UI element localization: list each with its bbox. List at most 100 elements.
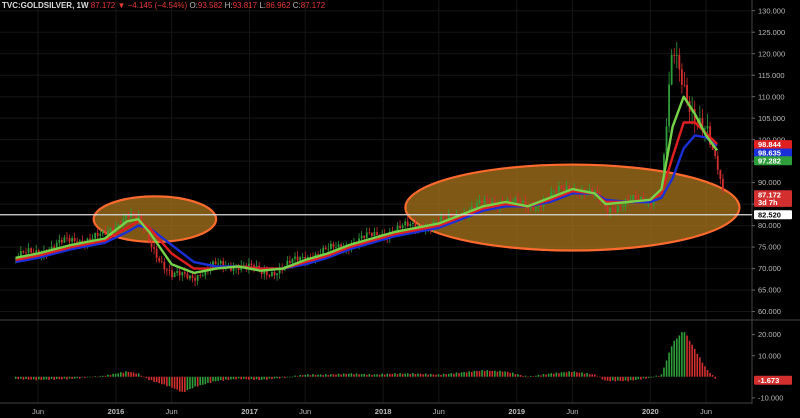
candle-body: [189, 275, 191, 279]
oscillator-bar: [399, 373, 401, 377]
oscillator-bar: [560, 372, 563, 377]
oscillator-bar: [176, 376, 178, 390]
oscillator-bar: [417, 373, 419, 377]
oscillator-bar: [568, 371, 570, 377]
oscillator-bar: [645, 376, 647, 379]
candle-body: [278, 268, 281, 274]
symbol-label[interactable]: TVC:GOLDSILVER, 1W: [2, 1, 89, 10]
oscillator-bar: [268, 376, 271, 379]
candle-body: [396, 225, 399, 232]
oscillator-bar: [258, 376, 260, 381]
oscillator-bar: [345, 373, 348, 377]
oscillator-bar: [181, 376, 184, 392]
oscillator-bar: [91, 376, 94, 378]
oscillator-bar: [117, 373, 120, 377]
oscillator-bar: [342, 373, 345, 377]
oscillator-bar: [529, 375, 532, 377]
oscillator-bar: [414, 373, 417, 377]
time-tick-label: 2016: [108, 407, 125, 416]
price-tag: [754, 197, 792, 207]
price-tick-label: 60.000: [758, 307, 781, 316]
candle-body: [212, 261, 214, 268]
oscillator-bar: [319, 374, 322, 377]
candle-body: [527, 207, 530, 209]
oscillator-bar: [522, 375, 524, 377]
candle-body: [71, 238, 74, 242]
candle-body: [435, 222, 437, 224]
oscillator-bar: [71, 376, 73, 379]
oscillator-bar: [565, 372, 568, 377]
price-tag: [754, 210, 792, 220]
oscillator-bar: [376, 374, 378, 377]
candle-body: [232, 268, 235, 271]
candle-body: [550, 191, 553, 199]
oscillator-bar: [102, 375, 104, 377]
oscillator-bar: [281, 376, 284, 378]
oscillator-bar: [591, 374, 594, 377]
candle-body: [627, 199, 629, 201]
candle-body: [301, 256, 304, 258]
osc-value-tag: [754, 375, 792, 385]
candle-body: [145, 230, 148, 232]
candle-body: [614, 209, 617, 212]
oscillator-bar: [73, 376, 76, 379]
oscillator-bar: [94, 376, 96, 377]
candle-body: [568, 186, 571, 191]
oscillator-bar: [40, 376, 43, 381]
oscillator-bar: [481, 370, 483, 377]
oscillator-bar: [327, 375, 330, 377]
candle-body: [337, 244, 340, 248]
candle-body: [634, 195, 637, 199]
oscillator-bar: [373, 374, 376, 377]
oscillator-bar: [314, 374, 317, 377]
candle-body: [558, 186, 560, 192]
candle-body: [681, 69, 683, 85]
candle-body: [652, 199, 655, 205]
oscillator-bar: [699, 357, 701, 377]
oscillator-bar: [550, 373, 553, 377]
price-tick-label: 70.000: [758, 264, 781, 273]
oscillator-bar: [58, 376, 61, 380]
oscillator-bar: [171, 376, 173, 388]
oscillator-bar: [412, 373, 414, 377]
oscillator-bar: [143, 376, 145, 378]
price-tick-label: 90.000: [758, 178, 781, 187]
candle-body: [632, 195, 635, 200]
candle-body: [629, 199, 632, 201]
oscillator-bar: [276, 376, 278, 379]
candle-body: [486, 199, 489, 201]
oscillator-bar: [30, 376, 32, 380]
oscillator-bar: [289, 376, 291, 378]
oscillator-bar: [506, 371, 509, 377]
candle-body: [445, 217, 448, 219]
oscillator-bar: [242, 376, 245, 379]
oscillator-bar: [37, 376, 40, 380]
oscillator-bar: [153, 376, 155, 382]
candle-body: [514, 198, 517, 203]
oscillator-bar: [232, 376, 235, 380]
oscillator-bar: [483, 371, 486, 377]
oscillator-bar: [714, 376, 717, 379]
candle-body: [107, 231, 109, 235]
oscillator-bar: [266, 376, 268, 380]
candle-body: [683, 84, 686, 86]
candle-body: [173, 272, 176, 278]
price-tick-label: 75.000: [758, 243, 781, 252]
oscillator-bar: [634, 376, 637, 380]
candle-body: [606, 206, 609, 213]
oscillator-bar: [225, 376, 227, 380]
oscillator-bar: [501, 371, 504, 377]
price-tag: [754, 156, 792, 166]
oscillator-bar: [194, 376, 196, 387]
oscillator-bar: [263, 376, 266, 380]
oscillator-bar: [683, 332, 686, 377]
oscillator-bar: [504, 371, 506, 377]
oscillator-bar: [696, 353, 699, 377]
oscillator-bar: [650, 376, 652, 378]
oscillator-bar: [396, 374, 399, 377]
candle-body: [268, 274, 271, 277]
oscillator-bar: [706, 369, 709, 377]
oscillator-bar: [309, 375, 312, 377]
price-tick-label: 115.000: [758, 71, 785, 80]
